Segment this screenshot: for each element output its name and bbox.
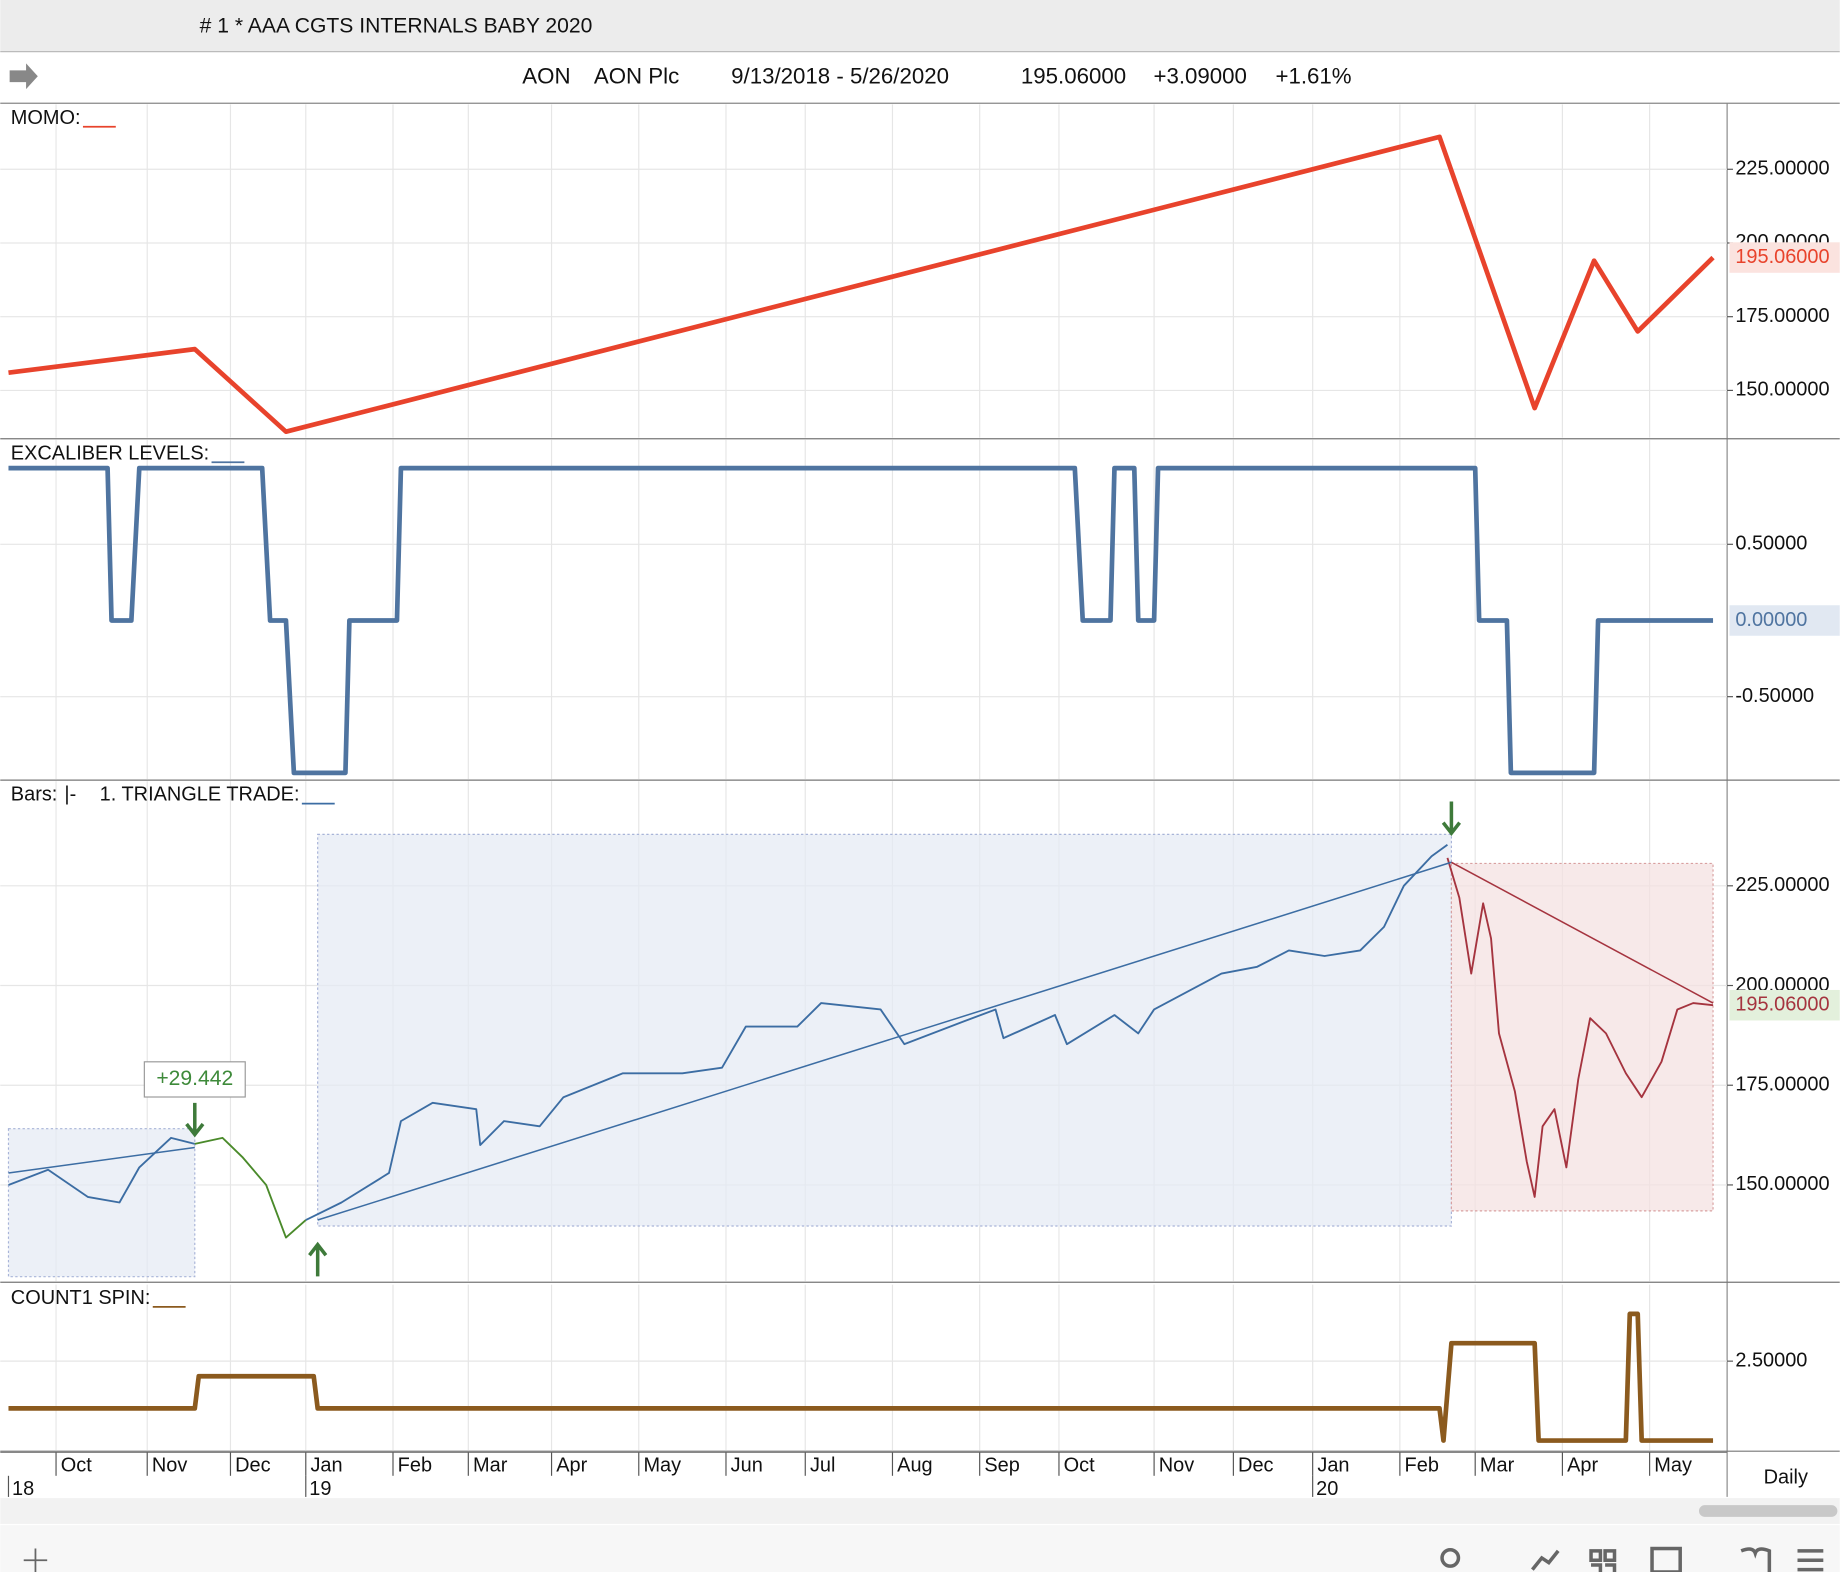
y-tick-label: 150.00000 [1735,1173,1829,1195]
x-tick-label: Nov [152,1455,187,1477]
last-value-label: 0.00000 [1735,609,1807,631]
panel-icon[interactable] [1650,1546,1682,1572]
toolbar [0,1525,1840,1572]
period-box[interactable] [1729,1452,1840,1497]
x-tick-label: May [1654,1455,1692,1477]
x-tick-label: Mar [1480,1455,1515,1477]
x-tick-label: Oct [1064,1455,1095,1477]
last-price: 195.06000 [1021,63,1126,88]
panel-title: 1. TRIANGLE TRADE: [100,784,300,806]
price-line [194,1136,307,1239]
panel-title: |- [64,784,76,806]
trade-box [317,833,1452,1227]
price-line [1446,857,1714,1198]
x-tick-label: May [643,1455,681,1477]
y-tick-label: 2.50000 [1735,1349,1807,1371]
search-icon[interactable] [1440,1547,1461,1568]
indicator-line [8,1311,1714,1443]
x-tick-label: Dec [1238,1455,1273,1477]
annotation-box [143,1061,246,1098]
x-tick-label: Oct [61,1455,92,1477]
panel-title: EXCALIBER LEVELS: [11,442,209,464]
panel-title: COUNT1 SPIN: [11,1287,151,1309]
y-tick-label: 225.00000 [1735,158,1829,180]
signal-arrow [185,1102,205,1138]
x-tick-label: Apr [1567,1455,1598,1477]
x-tick-label: Dec [235,1455,270,1477]
year-label: 19 [309,1478,331,1500]
scrollbar-thumb[interactable] [1698,1505,1838,1517]
x-tick-label: Feb [398,1455,432,1477]
company-name: AON Plc [594,63,679,88]
date-range: 9/13/2018 - 5/26/2020 [731,63,949,88]
signal-arrow [1441,801,1462,837]
x-tick-label: Sep [984,1455,1019,1477]
indicator-line [8,134,1715,435]
trend-line [8,1146,195,1174]
panel-title: Bars: [11,784,58,806]
go-arrow[interactable] [9,63,38,90]
last-value-box [1729,989,1840,1021]
window-title: # 1 * AAA CGTS INTERNALS BABY 2020 [200,15,593,38]
last-value-box [1729,242,1840,273]
symbol: AON [522,63,570,88]
percent-change: +1.61% [1275,63,1351,88]
trade-box [1450,862,1714,1212]
last-value-label: 195.06000 [1735,993,1829,1015]
period-label[interactable]: Daily [1764,1466,1808,1488]
price-change: +3.09000 [1153,63,1247,88]
x-tick-label: Feb [1405,1455,1439,1477]
y-tick-label: 0.50000 [1735,533,1807,555]
header-bar [0,52,1840,104]
y-tick-label: 150.00000 [1735,379,1829,401]
trade-box [7,1128,196,1278]
panel-title: MOMO: [11,107,81,129]
price-line [8,1136,196,1204]
draw-icon[interactable] [1531,1549,1560,1571]
x-tick-label: Apr [556,1455,587,1477]
y-tick-label: 175.00000 [1735,305,1829,327]
x-tick-label: Jan [310,1455,342,1477]
signal-arrow [308,1241,328,1277]
book-icon[interactable] [1740,1547,1772,1572]
indicator-line [8,465,1714,776]
scrollbar-track [0,1498,1840,1524]
layout-icon[interactable] [1589,1549,1617,1572]
last-value-box [1729,605,1840,636]
add-button[interactable] [23,1548,48,1572]
price-line [305,843,1448,1221]
x-tick-label: Jan [1317,1455,1349,1477]
y-tick-label: -0.50000 [1735,685,1814,707]
last-value-label: 195.06000 [1735,246,1829,268]
y-tick-label: 175.00000 [1735,1073,1829,1095]
year-label: 20 [1316,1478,1338,1500]
year-label: 18 [12,1478,34,1500]
x-tick-label: Aug [897,1455,932,1477]
x-tick-label: Mar [473,1455,508,1477]
trend-line [317,861,1452,1221]
annotation: +29.442 [156,1067,233,1090]
title-bar [0,0,1840,52]
menu-icon[interactable] [1797,1549,1824,1572]
trend-line [1451,861,1714,1004]
y-tick-label: 225.00000 [1735,874,1829,896]
toolbar-icons [1440,1546,1824,1572]
x-tick-label: Jun [731,1455,763,1477]
x-tick-label: Nov [1159,1455,1194,1477]
x-tick-label: Jul [810,1455,836,1477]
